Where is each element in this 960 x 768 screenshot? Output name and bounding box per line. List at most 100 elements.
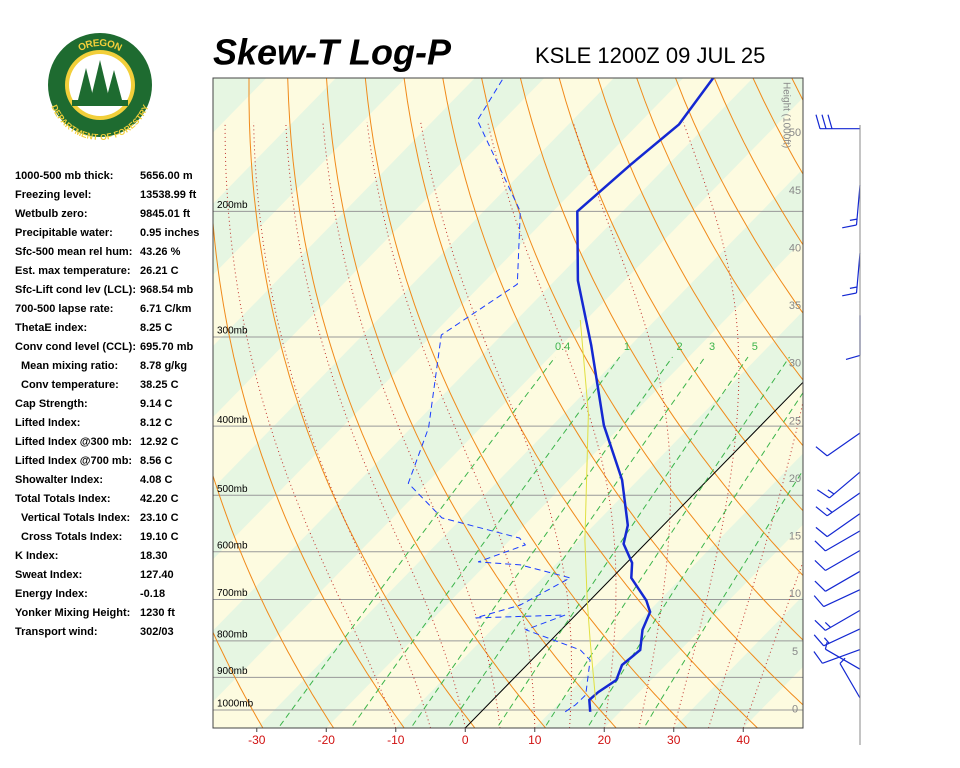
index-label: Conv temperature: [21, 379, 119, 391]
index-value: 695.70 mb [140, 341, 193, 353]
index-label: K Index: [15, 550, 58, 562]
y-tick-label: 400mb [217, 415, 248, 426]
wind-barb [839, 657, 861, 699]
index-label: Conv cond level (CCL): [15, 341, 136, 353]
height-tick-label: 30 [789, 358, 801, 370]
x-tick-label: 20 [598, 733, 612, 747]
moist-adiabat [572, 122, 672, 728]
index-value: 38.25 C [140, 379, 179, 391]
index-value: 8.56 C [140, 455, 172, 467]
x-tick-label: -10 [387, 733, 405, 747]
dry-adiabat [442, 78, 803, 706]
index-label: Sweat Index: [15, 569, 82, 581]
x-tick-label: 10 [528, 733, 542, 747]
height-tick-label: 25 [789, 415, 801, 427]
wind-barb [815, 513, 861, 538]
station: KSLE 1200Z 09 JUL 25 [535, 43, 765, 68]
height-tick-label: 5 [792, 646, 798, 658]
mixing-ratio-label: 5 [752, 341, 758, 353]
dry-adiabat [364, 78, 688, 728]
mixing-ratio-line [496, 356, 749, 728]
wind-barb [814, 549, 861, 572]
index-label: Precipitable water: [15, 227, 113, 239]
dry-adiabat [213, 474, 335, 728]
isotherm-band [534, 453, 803, 728]
dry-adiabat [403, 78, 759, 728]
index-value: 13538.99 ft [140, 189, 197, 201]
index-label: Yonker Mixing Height: [15, 607, 130, 619]
mixing-ratio-line [350, 356, 621, 728]
isotherm-band [213, 78, 267, 133]
mixing-ratio-label: 1 [624, 341, 630, 353]
dry-adiabat [932, 53, 960, 734]
series-group [407, 78, 715, 713]
height-tick-label: 45 [789, 185, 801, 197]
height-tick-label: 20 [789, 473, 801, 485]
wind-barb [813, 628, 861, 647]
wind-barb [813, 589, 861, 608]
index-value: 0.95 inches [140, 227, 199, 239]
wind-barb [815, 492, 861, 517]
index-label: Freezing level: [15, 189, 91, 201]
index-label: Showalter Index: [15, 474, 103, 486]
index-value: -0.18 [140, 588, 165, 600]
chart-title: Skew-T Log-P [213, 32, 452, 73]
logo-top-text: OREGON [76, 37, 123, 53]
index-label: Total Totals Index: [15, 493, 111, 505]
isotherm-band [213, 78, 803, 702]
x-tick-label: 30 [667, 733, 681, 747]
mixing-ratio-line [447, 356, 706, 728]
y-tick-label: 700mb [217, 588, 248, 599]
wind-barb [814, 570, 861, 592]
index-value: 8.25 C [140, 322, 172, 334]
index-value: 127.40 [140, 569, 174, 581]
isotherm-band [673, 595, 803, 728]
index-label: 1000-500 mb thick: [15, 170, 113, 182]
dry-adiabat [894, 53, 960, 734]
index-value: 42.20 C [140, 493, 179, 505]
mixing-ratio-line [643, 469, 803, 728]
index-label: 700-500 lapse rate: [15, 303, 113, 315]
profile-line [576, 78, 715, 712]
index-label: Lifted Index @700 mb: [15, 455, 132, 467]
x-tick-label: 40 [737, 733, 751, 747]
height-tick-label: 10 [789, 588, 801, 600]
isotherm-band [813, 78, 960, 728]
index-value: 8.12 C [140, 417, 172, 429]
y-tick-label: 600mb [217, 540, 248, 551]
y-tick-label: 900mb [217, 666, 248, 677]
index-label: Wetbulb zero: [15, 208, 88, 220]
index-value: 12.92 C [140, 436, 179, 448]
isotherm-band [256, 168, 803, 728]
index-value: 26.21 C [140, 265, 179, 277]
dry-adiabat [213, 631, 264, 728]
wind-barb [815, 114, 860, 130]
height-tick-label: 50 [789, 127, 801, 139]
isotherm-band [395, 311, 803, 728]
index-label: ThetaE index: [15, 322, 87, 334]
index-value: 23.10 C [140, 512, 179, 524]
index-value: 19.10 C [140, 531, 179, 543]
plot-frame [212, 77, 804, 729]
dry-adiabat [856, 53, 960, 734]
mixing-ratio-line [543, 356, 790, 728]
wind-barb [842, 185, 861, 229]
y-tick-label: 200mb [217, 200, 248, 211]
height-tick-label: 0 [792, 703, 798, 715]
mixing-ratio-line [410, 356, 673, 728]
index-value: 302/03 [140, 626, 174, 638]
index-label: Mean mixing ratio: [21, 360, 118, 372]
dry-adiabat [481, 78, 803, 641]
index-label: Cross Totals Index: [21, 531, 122, 543]
index-value: 8.78 g/kg [140, 360, 187, 372]
x-tick-label: -30 [248, 733, 266, 747]
profile-line [407, 78, 591, 713]
moist-adiabat [322, 122, 501, 728]
plot-foreground: 1000mb 900mb 800mb 700mb 600mb 500mb 400mb 300m… [217, 78, 861, 747]
height-tick-label: 35 [789, 300, 801, 312]
index-value: 18.30 [140, 550, 168, 562]
dry-adiabat [818, 53, 960, 734]
height-tick-label: 40 [789, 242, 801, 254]
